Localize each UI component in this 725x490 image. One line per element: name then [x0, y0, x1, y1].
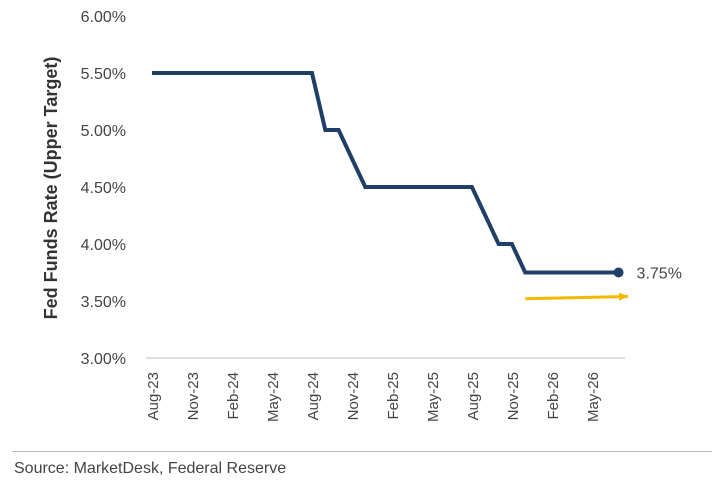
y-tick-label: 4.00% [81, 237, 126, 254]
x-tick-label: May-26 [585, 372, 602, 422]
footer-divider [12, 451, 712, 452]
x-tick-label: Aug-23 [145, 372, 162, 420]
y-tick-label: 5.00% [81, 123, 126, 140]
x-tick-label: Aug-24 [305, 372, 322, 420]
series-end-marker [613, 267, 624, 278]
series-line [152, 71, 619, 275]
x-axis-ticks: Aug-23 Nov-23 Feb-24 May-24 Aug-24 Nov-24 Feb-… [145, 372, 602, 422]
y-tick-label: 3.50% [81, 294, 126, 311]
x-tick-label: Nov-25 [505, 372, 522, 420]
x-tick-label: May-25 [425, 372, 442, 422]
x-tick-label: Feb-26 [545, 372, 562, 420]
y-tick-label: 6.00% [81, 9, 126, 26]
x-tick-label: Nov-23 [185, 372, 202, 420]
y-tick-label: 4.50% [81, 180, 126, 197]
x-tick-label: May-24 [265, 372, 282, 422]
y-tick-label: 5.50% [81, 66, 126, 83]
y-axis-ticks: 3.00% 3.50% 4.00% 4.50% 5.00% 5.50% 6.00% [81, 9, 126, 368]
x-tick-label: Feb-25 [385, 372, 402, 420]
end-value-label: 3.75% [637, 266, 682, 283]
x-tick-label: Feb-24 [225, 372, 242, 420]
line-chart: 3.00% 3.50% 4.00% 4.50% 5.00% 5.50% 6.00% Aug-… [41, 9, 682, 422]
y-tick-label: 3.00% [81, 351, 126, 368]
y-axis-label: Fed Funds Rate (Upper Target) [41, 57, 61, 320]
source-note: Source: MarketDesk, Federal Reserve [14, 460, 287, 477]
x-tick-label: Aug-25 [465, 372, 482, 420]
series-group: 3.75% [152, 71, 682, 301]
projection-arrow [525, 292, 629, 301]
x-tick-label: Nov-24 [345, 372, 362, 420]
